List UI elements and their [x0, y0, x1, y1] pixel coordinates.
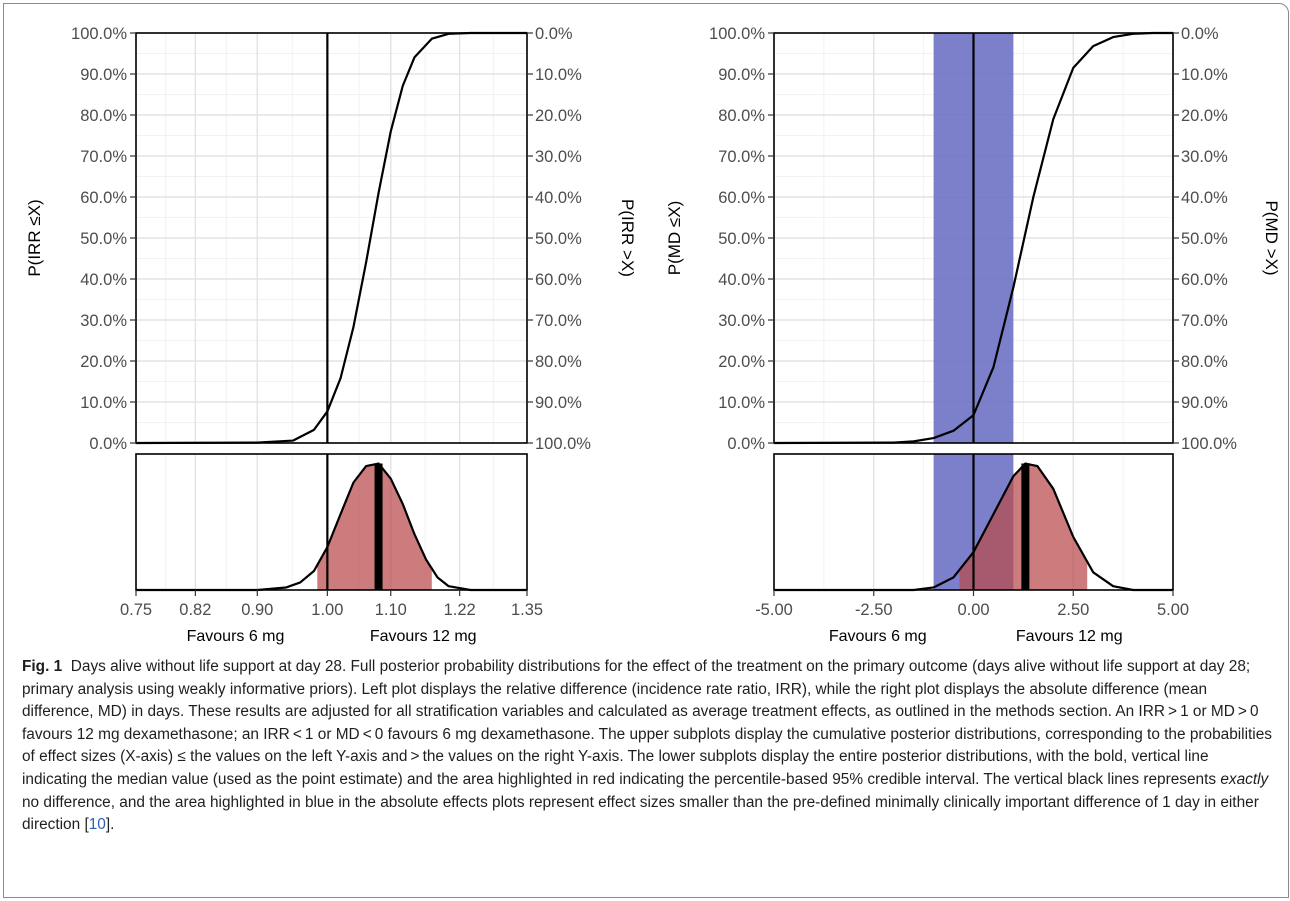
panel-left-ytick-label-left: 40.0%: [80, 271, 127, 289]
panel-right-xtick-label: 0.00: [957, 601, 989, 619]
panel-left-ytick-label-right: 100.0%: [535, 435, 591, 453]
panel-right-y-axis-label-right: P(MD >X): [1262, 200, 1281, 275]
panel-right-xtick-label: -2.50: [855, 601, 893, 619]
panel-left-ytick-label-right: 80.0%: [535, 353, 582, 371]
panel-left-xtick-label: 1.10: [375, 601, 407, 619]
panel-right-favours-right-label: Favours 12 mg: [1016, 628, 1123, 645]
panel-right-cumulative-curve: [773, 31, 1173, 445]
panel-left-ytick-label-right: 90.0%: [535, 394, 582, 412]
panel-left-ytick-label-right: 40.0%: [535, 189, 582, 207]
panel-left-xtick-label: 0.75: [120, 601, 152, 619]
panel-left-ytick-label-left: 80.0%: [80, 107, 127, 125]
panel-left-ytick-label-right: 0.0%: [535, 25, 573, 43]
panel-left-ytick-label-right: 60.0%: [535, 271, 582, 289]
panel-left-ytick-label-right: 20.0%: [535, 107, 582, 125]
panel-right-ytick-label-right: 60.0%: [1181, 271, 1228, 289]
panel-left-xtick-label: 1.22: [444, 601, 476, 619]
panel-left-ytick-label-right: 10.0%: [535, 66, 582, 84]
panel-right-ytick-label-left: 30.0%: [718, 312, 765, 330]
panel-left-credible-interval-area: [317, 463, 432, 590]
panel-left-favours-right-label: Favours 12 mg: [370, 628, 477, 645]
panel-left-ytick-label-left: 60.0%: [80, 189, 127, 207]
panel-right-ytick-label-right: 20.0%: [1181, 107, 1228, 125]
panel-right-ytick-label-right: 30.0%: [1181, 148, 1228, 166]
panel-left-favours-left-label: Favours 6 mg: [187, 628, 285, 645]
caption-text-end: ].: [105, 816, 115, 834]
panel-right-ytick-label-left: 70.0%: [718, 148, 765, 166]
caption-text-1: Full posterior probability distributions…: [22, 658, 1272, 788]
panel-left-ytick-label-left: 100.0%: [71, 25, 127, 43]
panel-right-ytick-label-right: 0.0%: [1181, 25, 1219, 43]
panel-right-ytick-label-right: 90.0%: [1181, 394, 1228, 412]
panel-left-ytick-label-left: 20.0%: [80, 353, 127, 371]
panel-right-ytick-label-right: 70.0%: [1181, 312, 1228, 330]
panel-left-cumulative-curve: [135, 31, 527, 445]
panel-left-y-axis-label-left: P(IRR ≤X): [25, 199, 44, 276]
panel-left-xtick-label: 1.35: [511, 601, 543, 619]
panel-right-ytick-label-left: 20.0%: [718, 353, 765, 371]
panel-right-ytick-label-right: 10.0%: [1181, 66, 1228, 84]
panel-right-xtick-label: -5.00: [755, 601, 793, 619]
panel-right-xtick-label: 5.00: [1157, 601, 1189, 619]
figure-label: Fig. 1: [22, 658, 63, 675]
panel-left-ytick-label-left: 70.0%: [80, 148, 127, 166]
panel-right-ytick-label-right: 40.0%: [1181, 189, 1228, 207]
caption-text-2: no difference, and the area highlighted …: [22, 793, 1259, 834]
panel-right-xtick-label: 2.50: [1057, 601, 1089, 619]
panel-left-ytick-label-right: 70.0%: [535, 312, 582, 330]
panel-left-y-axis-label-right: P(IRR >X): [618, 199, 637, 277]
panel-right-ytick-label-left: 60.0%: [718, 189, 765, 207]
panel-right-y-axis-label-left: P(MD ≤X): [665, 201, 684, 276]
panel-right-ytick-label-left: 80.0%: [718, 107, 765, 125]
panel-right-ytick-label-left: 0.0%: [727, 435, 765, 453]
panel-left-xtick-label: 0.90: [241, 601, 273, 619]
panel-left-ytick-label-left: 10.0%: [80, 394, 127, 412]
panel-left-ytick-label-right: 30.0%: [535, 148, 582, 166]
panel-left-ytick-label-left: 50.0%: [80, 230, 127, 248]
panel-left-xtick-label: 0.82: [179, 601, 211, 619]
panel-right-ytick-label-right: 80.0%: [1181, 353, 1228, 371]
panel-right-ytick-label-right: 100.0%: [1181, 435, 1237, 453]
panel-left-ytick-label-left: 0.0%: [89, 435, 127, 453]
panel-left-ytick-label-left: 90.0%: [80, 66, 127, 84]
panel-right-ytick-label-right: 50.0%: [1181, 230, 1228, 248]
figure-charts: 100.0% 0.0% 90.0% 10.0% 80.0% 20.0% 70.0% 30.0%…: [25, 25, 1281, 645]
panel-left-density-curve: [136, 462, 527, 592]
panel-left-ytick-label-right: 50.0%: [535, 230, 582, 248]
panel-right-ytick-label-left: 90.0%: [718, 66, 765, 84]
panel-right-ytick-label-left: 100.0%: [709, 25, 765, 43]
figure-caption: Fig. 1 Days alive without life support a…: [22, 656, 1276, 837]
panel-right-favours-left-label: Favours 6 mg: [829, 628, 927, 645]
reference-link[interactable]: 10: [88, 816, 106, 834]
caption-emphasis: exactly: [1220, 770, 1269, 788]
figure-title: Days alive without life support at day 2…: [70, 658, 347, 675]
panel-right-ytick-label-left: 40.0%: [718, 271, 765, 289]
panel-right-ytick-label-left: 50.0%: [718, 230, 765, 248]
panel-left-ytick-label-left: 30.0%: [80, 312, 127, 330]
panel-left-xtick-label: 1.00: [311, 601, 343, 619]
panel-right-ytick-label-left: 10.0%: [718, 394, 765, 412]
figure-frame: [3, 3, 1289, 898]
panel-left-lower-plot-border: [135, 453, 528, 591]
